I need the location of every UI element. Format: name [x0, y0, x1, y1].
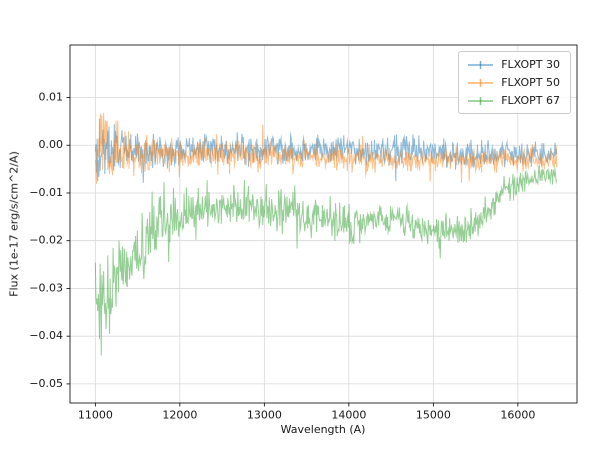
- y-axis-label: Flux (1e-17 erg/s/cm^2/A): [7, 151, 21, 297]
- legend-swatch-line-icon: [468, 96, 494, 105]
- legend-item: FLXOPT 30: [467, 57, 560, 72]
- legend-swatch-line-icon: [468, 60, 494, 69]
- legend-item: FLXOPT 50: [467, 75, 560, 90]
- x-axis-label: Wavelength (A): [280, 423, 366, 436]
- legend-item-label: FLXOPT 50: [501, 76, 560, 89]
- legend-item-label: FLXOPT 67: [501, 94, 560, 107]
- legend: FLXOPT 30 FLXOPT 50 FLXOPT 67: [458, 51, 571, 114]
- legend-swatch-line-icon: [468, 78, 494, 87]
- legend-item-label: FLXOPT 30: [501, 58, 560, 71]
- legend-item: FLXOPT 67: [467, 93, 560, 108]
